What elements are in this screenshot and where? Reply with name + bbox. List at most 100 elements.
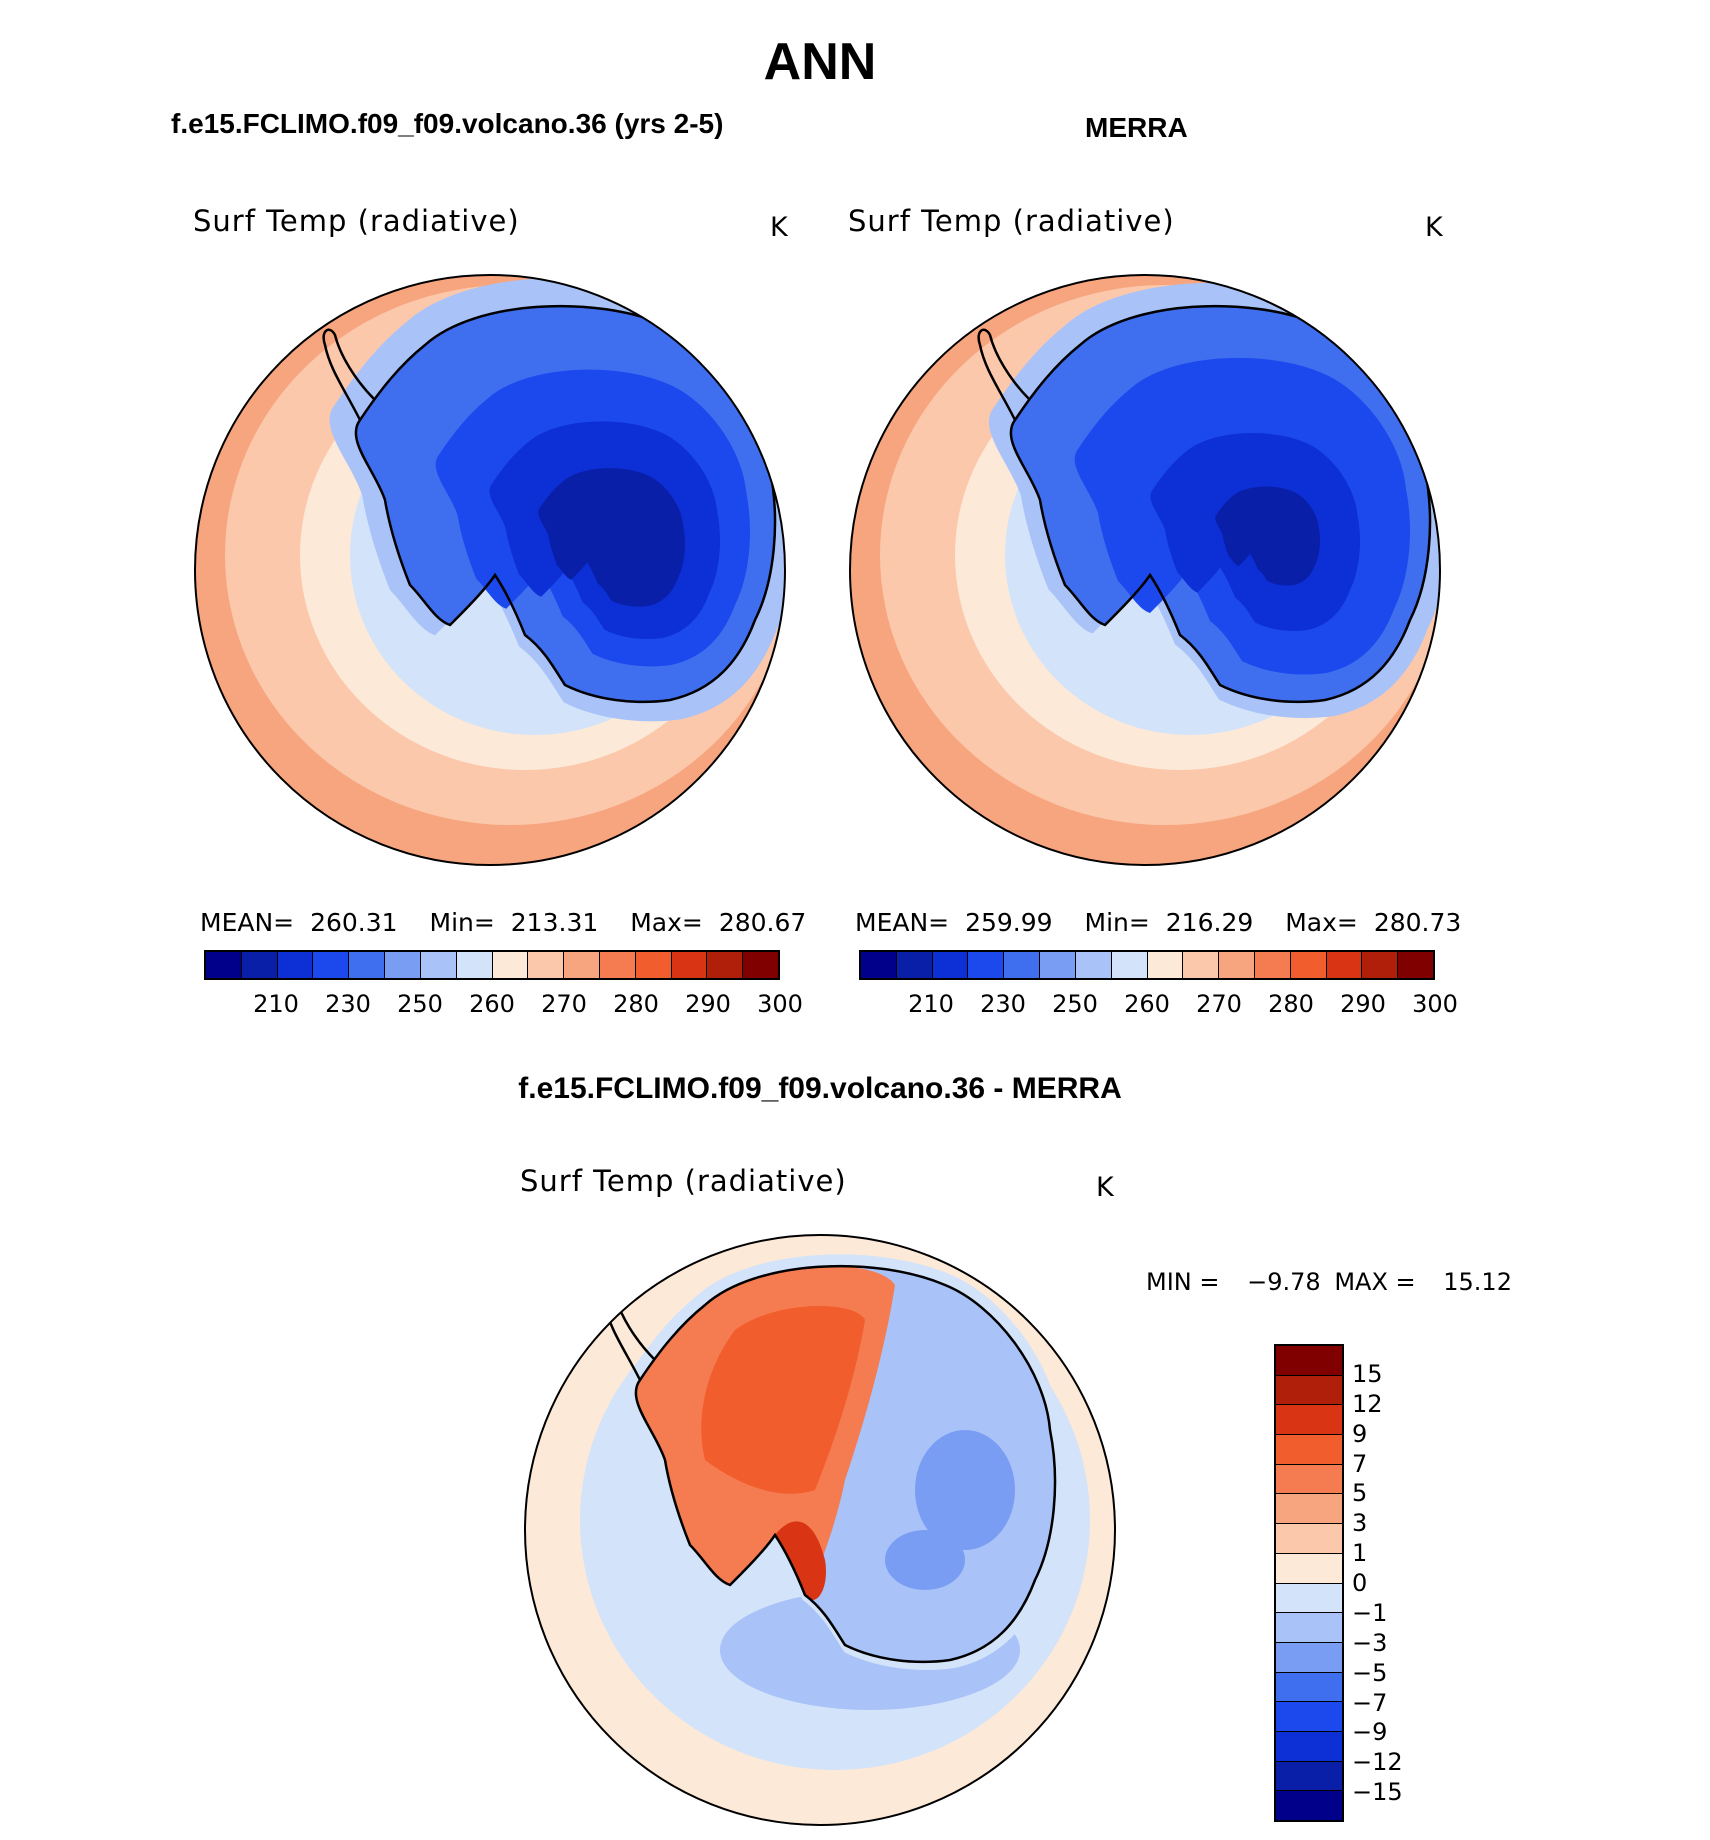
colorbar-obs <box>859 950 1435 980</box>
colorbar-tick-label: 250 <box>397 990 443 1018</box>
colorbar-tick-label: −3 <box>1352 1628 1388 1657</box>
diff-min-value: −9.78 <box>1247 1268 1321 1296</box>
colorbar-swatch <box>743 952 778 978</box>
colorbar-swatch <box>1276 1464 1342 1495</box>
panel-title-difference: f.e15.FCLIMO.f09_f09.volcano.36 - MERRA <box>518 1072 1122 1105</box>
colorbar-tick-label: 210 <box>908 990 954 1018</box>
max-value-model: 280.67 <box>718 908 807 937</box>
map-model <box>195 275 785 865</box>
stats-model: MEAN= 260.31 Min= 213.31 Max= 280.67 <box>200 908 806 937</box>
colorbar-swatch <box>492 952 529 978</box>
colorbar-swatch <box>349 952 386 978</box>
panel-title-obs: MERRA <box>1085 112 1188 143</box>
colorbar-swatch <box>1075 952 1112 978</box>
colorbar-swatch <box>1040 952 1076 978</box>
colorbar-ticks-obs: 210 230 250 260 270 280 290 300 <box>859 990 1458 1020</box>
diff-min-label: MIN = <box>1146 1268 1220 1296</box>
diff-max-value: 15.12 <box>1443 1268 1512 1296</box>
colorbar-swatch <box>707 952 744 978</box>
colorbar-swatch <box>1219 952 1255 978</box>
colorbar-swatch <box>1276 1583 1342 1614</box>
colorbar-swatch <box>1276 1553 1342 1584</box>
colorbar-tick-label: −15 <box>1352 1778 1403 1807</box>
colorbar-tick-label: 260 <box>1124 990 1170 1018</box>
colorbar-swatch <box>1276 1761 1342 1792</box>
map-obs <box>850 275 1440 865</box>
colorbar-swatch <box>1362 952 1399 978</box>
colorbar-model <box>204 950 780 980</box>
min-value-obs: 216.29 <box>1165 908 1254 937</box>
colorbar-ticks-difference: 15 12 9 7 5 3 1 0 −1 −3 −5 −7 −9 −12 −15 <box>1352 1344 1432 1822</box>
colorbar-tick-label: 270 <box>541 990 587 1018</box>
colorbar-tick-label: 250 <box>1052 990 1098 1018</box>
colorbar-swatch <box>1398 952 1433 978</box>
colorbar-tick-label: −7 <box>1352 1688 1388 1717</box>
max-label-model: Max= <box>630 908 703 937</box>
min-value-model: 213.31 <box>510 908 599 937</box>
colorbar-swatch <box>599 952 636 978</box>
colorbar-tick-label: 15 <box>1352 1359 1383 1388</box>
mean-label-obs: MEAN= <box>855 908 950 937</box>
colorbar-swatch <box>1276 1346 1342 1376</box>
colorbar-swatch <box>1276 1702 1342 1732</box>
min-label-obs: Min= <box>1084 908 1150 937</box>
colorbar-swatch <box>1276 1791 1342 1820</box>
colorbar-tick-label: −5 <box>1352 1658 1388 1687</box>
colorbar-swatch <box>896 952 933 978</box>
colorbar-ticks-model: 210 230 250 260 270 280 290 300 <box>204 990 803 1020</box>
variable-label-obs: Surf Temp (radiative) <box>848 204 1175 238</box>
colorbar-tick-label: 12 <box>1352 1389 1383 1418</box>
colorbar-swatch <box>420 952 457 978</box>
units-label-obs: K <box>1425 212 1443 243</box>
colorbar-tick-label: 270 <box>1196 990 1242 1018</box>
colorbar-swatch <box>1276 1672 1342 1703</box>
colorbar-tick-label: 9 <box>1352 1419 1368 1448</box>
colorbar-swatch <box>1276 1375 1342 1406</box>
colorbar-swatch <box>1004 952 1041 978</box>
map-model-outline <box>194 274 786 866</box>
colorbar-tick-label: 300 <box>1412 990 1458 1018</box>
colorbar-swatch <box>528 952 565 978</box>
diff-max-label: MAX = <box>1334 1268 1416 1296</box>
colorbar-swatch <box>1326 952 1363 978</box>
stats-difference: MIN = −9.78 MAX = 15.12 <box>1146 1268 1512 1296</box>
colorbar-tick-label: −1 <box>1352 1598 1388 1627</box>
map-difference <box>525 1235 1115 1825</box>
main-title: ANN <box>763 33 877 91</box>
colorbar-tick-label: −9 <box>1352 1718 1388 1747</box>
colorbar-tick-label: 230 <box>325 990 371 1018</box>
colorbar-swatch <box>241 952 278 978</box>
max-value-obs: 280.73 <box>1373 908 1462 937</box>
colorbar-swatch <box>932 952 969 978</box>
units-label-difference: K <box>1096 1172 1114 1203</box>
colorbar-tick-label: 280 <box>613 990 659 1018</box>
mean-label-model: MEAN= <box>200 908 295 937</box>
max-label-obs: Max= <box>1285 908 1358 937</box>
colorbar-swatch <box>206 952 242 978</box>
colorbar-swatch <box>968 952 1005 978</box>
colorbar-tick-label: 7 <box>1352 1449 1368 1478</box>
colorbar-swatch <box>1111 952 1148 978</box>
stats-obs: MEAN= 259.99 Min= 216.29 Max= 280.73 <box>855 908 1461 937</box>
panel-title-model: f.e15.FCLIMO.f09_f09.volcano.36 (yrs 2-5… <box>171 108 724 139</box>
colorbar-swatch <box>1276 1435 1342 1465</box>
colorbar-swatch <box>456 952 493 978</box>
min-label-model: Min= <box>429 908 495 937</box>
colorbar-swatch <box>1276 1613 1342 1643</box>
colorbar-difference <box>1274 1344 1344 1822</box>
colorbar-swatch <box>1276 1524 1342 1554</box>
units-label-model: K <box>770 212 788 243</box>
colorbar-tick-label: 290 <box>685 990 731 1018</box>
colorbar-swatch <box>564 952 600 978</box>
colorbar-swatch <box>313 952 350 978</box>
colorbar-tick-label: 0 <box>1352 1569 1368 1597</box>
colorbar-tick-label: 210 <box>253 990 299 1018</box>
colorbar-tick-label: 3 <box>1352 1509 1368 1538</box>
colorbar-swatch <box>635 952 672 978</box>
colorbar-swatch <box>671 952 708 978</box>
colorbar-swatch <box>1276 1405 1342 1436</box>
variable-label-model: Surf Temp (radiative) <box>193 204 520 238</box>
colorbar-swatch <box>1276 1494 1342 1525</box>
colorbar-swatch <box>1147 952 1184 978</box>
